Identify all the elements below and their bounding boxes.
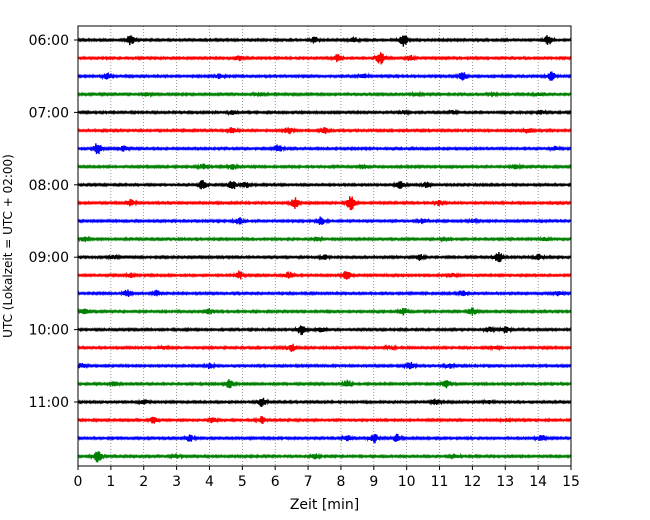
trace-0900 <box>77 251 572 263</box>
x-tick-label: 15 <box>562 474 580 490</box>
trace-1045 <box>77 379 572 389</box>
x-tick-label: 1 <box>106 474 115 490</box>
x-tick-label: 2 <box>139 474 148 490</box>
trace-0845 <box>77 235 572 243</box>
trace-0730 <box>77 143 572 155</box>
seismogram-traces <box>77 35 572 463</box>
trace-1115 <box>77 415 572 425</box>
x-tick-label: 6 <box>271 474 280 490</box>
x-tick-label: 12 <box>463 474 481 490</box>
x-tick-label: 11 <box>431 474 449 490</box>
x-tick-label: 14 <box>529 474 547 490</box>
trace-1000 <box>77 325 572 336</box>
x-tick-label: 7 <box>304 474 313 490</box>
x-tick-label: 13 <box>496 474 514 490</box>
x-tick-label: 3 <box>172 474 181 490</box>
trace-0815 <box>77 196 572 211</box>
trace-1145 <box>77 451 572 463</box>
trace-1130 <box>77 433 572 444</box>
vertical-grid-lines <box>110 26 539 466</box>
x-tick-label: 0 <box>74 474 83 490</box>
trace-0715 <box>77 126 572 135</box>
trace-0645 <box>77 90 572 99</box>
trace-0600 <box>77 35 572 47</box>
trace-0830 <box>77 216 572 225</box>
y-tick-label: 07:00 <box>29 105 69 121</box>
y-tick-label: 09:00 <box>29 250 69 266</box>
x-tick-label: 10 <box>398 474 416 490</box>
y-tick-label: 11:00 <box>29 395 69 411</box>
trace-0945 <box>77 307 572 316</box>
y-axis-ticks: 06:00 07:00 08:00 09:00 10:00 11:00 <box>29 33 78 411</box>
trace-1100 <box>77 397 572 407</box>
plot-frame <box>77 25 572 467</box>
y-tick-label: 06:00 <box>29 33 69 49</box>
trace-0745 <box>77 162 572 171</box>
y-tick-label: 10:00 <box>29 323 69 339</box>
x-tick-label: 9 <box>369 474 378 490</box>
x-axis-title: Zeit [min] <box>290 497 359 513</box>
trace-0930 <box>77 289 572 298</box>
x-axis-ticks: 0 1 2 3 4 5 6 7 8 9 10 11 12 13 14 15 <box>74 466 580 490</box>
trace-1030 <box>77 361 572 370</box>
x-tick-label: 4 <box>205 474 214 490</box>
trace-0615 <box>77 52 572 65</box>
x-tick-label: 5 <box>238 474 247 490</box>
trace-1015 <box>77 343 572 352</box>
y-tick-label: 08:00 <box>29 178 69 194</box>
x-tick-label: 8 <box>336 474 345 490</box>
trace-0915 <box>77 270 572 280</box>
trace-0700 <box>77 108 572 117</box>
trace-0630 <box>77 71 572 81</box>
trace-0800 <box>77 180 572 190</box>
y-axis-title: UTC (Lokalzeit = UTC + 02:00) <box>1 154 15 338</box>
